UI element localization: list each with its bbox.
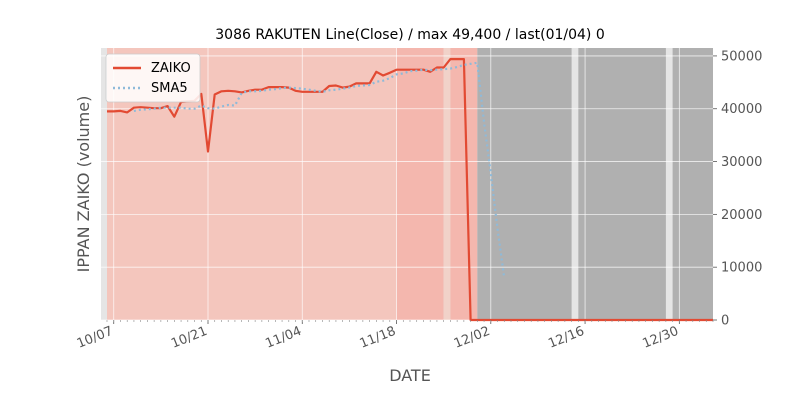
shaded-region (672, 48, 713, 320)
y-tick-label: 0 (721, 314, 729, 329)
chart-title: 3086 RAKUTEN Line(Close) / max 49,400 / … (215, 27, 604, 43)
y-tick-label: 20000 (721, 208, 762, 223)
y-tick-label: 30000 (721, 155, 762, 170)
x-axis-label: DATE (389, 366, 431, 385)
x-tick-label: 12/16 (546, 324, 586, 352)
y-tick-label: 10000 (721, 261, 762, 276)
y-tick-label: 40000 (721, 102, 762, 117)
legend: ZAIKO SMA5 (105, 53, 201, 103)
legend-box (105, 53, 201, 103)
shaded-region (477, 48, 572, 320)
x-tick-label: 12/02 (452, 324, 492, 352)
x-tick-label: 10/21 (169, 324, 209, 352)
x-tick-label: 10/07 (75, 324, 115, 352)
shaded-region (396, 48, 444, 320)
x-tick-label: 11/04 (263, 324, 303, 352)
legend-label-zaiko: ZAIKO (151, 61, 191, 76)
legend-label-sma5: SMA5 (151, 81, 188, 96)
x-tick-label: 11/18 (358, 324, 398, 352)
y-tick-label: 50000 (721, 49, 762, 64)
x-tick-label: 12/30 (640, 324, 680, 352)
shaded-region (578, 48, 666, 320)
y-axis-label: IPPAN ZAIKO (volume) (74, 96, 93, 273)
series-line-sma5 (133, 61, 506, 279)
shaded-region (443, 48, 451, 320)
grid (101, 48, 713, 321)
